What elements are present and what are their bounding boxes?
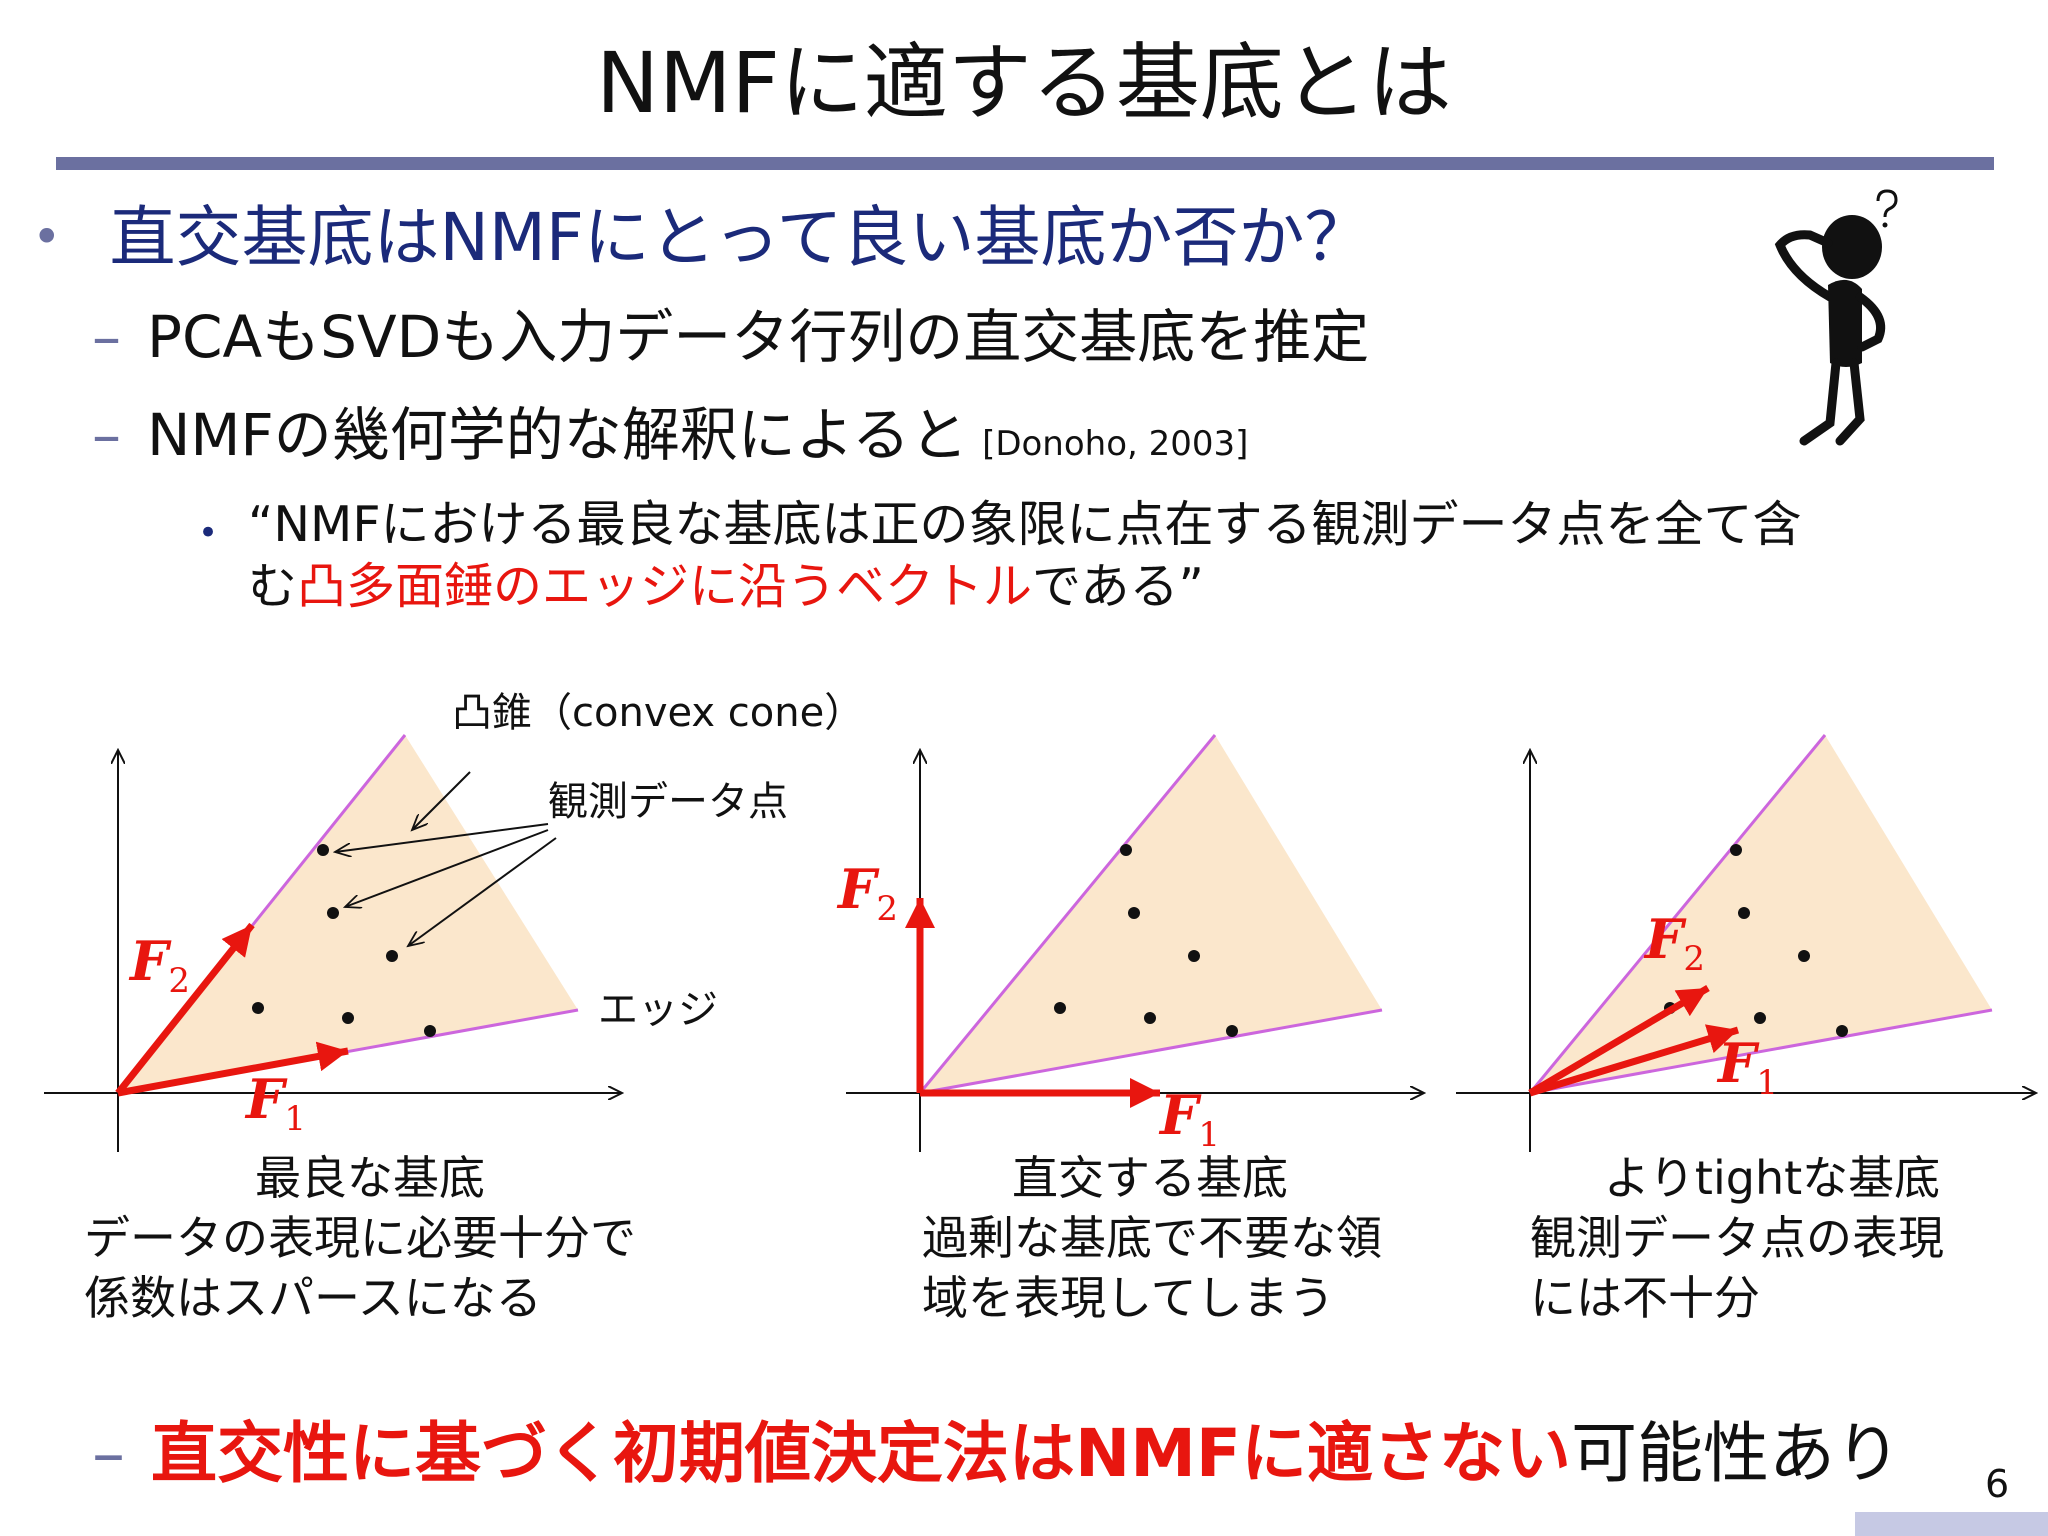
dash-marker: – [92, 1415, 125, 1492]
caption-orthogonal-title: 直交する基底 [1012, 1151, 1288, 1205]
data-point [1226, 1025, 1238, 1037]
annotation-arrow [408, 837, 557, 946]
caption-best-line2: 係数はスパースになる [84, 1271, 542, 1325]
data-point [1120, 844, 1132, 856]
quote-post: である” [1032, 558, 1204, 615]
quote-pre: む [248, 558, 298, 615]
conclusion-emphasis: 直交性に基づく初期値決定法はNMFに適さない [151, 1415, 1571, 1492]
bullet-geometric-text: NMFの幾何学的な解釈によると [147, 401, 969, 469]
data-point [1054, 1002, 1066, 1014]
data-points [252, 844, 436, 1037]
annotation-arrow [335, 823, 549, 852]
data-point [1128, 907, 1140, 919]
vector-label-f1: F1 [244, 1067, 306, 1139]
cone-edge [919, 1008, 1383, 1095]
basis-vector-f2 [115, 922, 255, 1096]
thinking-person-icon [1774, 189, 1898, 446]
panel-orthogonal-basis: F2 F1 [836, 734, 1424, 1155]
citation: [Donoho, 2003] [982, 424, 1249, 464]
cone-region [118, 735, 578, 1093]
data-point [342, 1012, 354, 1024]
data-point [327, 907, 339, 919]
bullet-question-text: 直交基底はNMFにとって良い基底か否か？ [109, 199, 1371, 276]
data-point [1144, 1012, 1156, 1024]
bullet-geometric: – NMFの幾何学的な解釈によると [Donoho, 2003] [92, 398, 1248, 481]
basis-vector-f2 [1528, 984, 1710, 1097]
data-point [317, 844, 329, 856]
vector-label-f2: F2 [1643, 907, 1705, 979]
bullet-pca-svd: – PCAもSVDも入力データ行列の直交基底を推定 [92, 300, 1369, 374]
cone-region [920, 735, 1382, 1093]
cone-edge [918, 734, 1217, 1094]
data-point [1836, 1025, 1848, 1037]
cone-region [1530, 735, 1992, 1093]
vector-label-f2: F2 [128, 929, 190, 1001]
basis-vector-f1 [1528, 1024, 1740, 1097]
data-point [252, 1002, 264, 1014]
quote-line-2: む凸多面錘のエッジに沿うベクトルである” [198, 556, 1998, 618]
vector-label-f1: F1 [1716, 1031, 1778, 1103]
bullet-question: • 直交基底はNMFにとって良い基底か否か？ [32, 195, 1371, 280]
bullet-marker: • [32, 208, 62, 266]
bullet-quote: • “NMFにおける最良な基底は正の象限に点在する観測データ点を全て含 む凸多面… [198, 494, 1998, 618]
caption-orthogonal-line2: 域を表現してしまう [922, 1271, 1335, 1325]
dash-marker: – [92, 303, 121, 371]
label-observed-points: 観測データ点 [548, 779, 788, 825]
cone-edge [1528, 734, 1827, 1094]
data-point [1730, 844, 1742, 856]
caption-tight-line2: には不十分 [1530, 1271, 1760, 1325]
data-point [1738, 907, 1750, 919]
dash-marker: – [92, 401, 121, 469]
quote-line-1: “NMFにおける最良な基底は正の象限に点在する観測データ点を全て含 [248, 496, 1802, 553]
conclusion-rest: 可能性あり [1571, 1415, 1901, 1492]
panel-tight-basis: F2 F1 [1456, 734, 2036, 1152]
title-rule [56, 157, 1994, 170]
footer-bar [1855, 1512, 2048, 1536]
data-point [1798, 950, 1810, 962]
data-point [1188, 950, 1200, 962]
vector-label-f1: F1 [1158, 1083, 1220, 1155]
data-point [424, 1025, 436, 1037]
caption-orthogonal-line1: 過剰な基底で不要な領 [922, 1211, 1382, 1265]
quote-emphasis: 凸多面錘のエッジに沿うベクトル [297, 558, 1033, 615]
basis-vector-f1 [117, 1041, 349, 1097]
data-points [1054, 844, 1238, 1037]
slide-title: NMFに適する基底とは [596, 34, 1452, 132]
caption-best-title: 最良な基底 [255, 1151, 485, 1205]
bullet-conclusion: – 直交性に基づく初期値決定法はNMFに適さない可能性あり [92, 1412, 1901, 1496]
caption-tight-title: よりtightな基底 [1603, 1151, 1941, 1205]
caption-tight-line1: 観測データ点の表現 [1530, 1211, 1944, 1265]
panel-best-basis: F2 F1 [44, 734, 622, 1152]
data-point [386, 950, 398, 962]
vector-label-f2: F2 [836, 857, 898, 929]
annotation-arrow [345, 829, 549, 907]
bullet-marker: • [198, 513, 219, 553]
page-number: 6 [1985, 1462, 2010, 1506]
bullet-pca-svd-text: PCAもSVDも入力データ行列の直交基底を推定 [147, 303, 1370, 371]
basis-diagrams: F2 F1 F2 F1 [44, 734, 2048, 1155]
annotation-arrow [412, 771, 471, 830]
cone-edge [1529, 1008, 1993, 1095]
label-edge: エッジ [598, 987, 718, 1033]
caption-best-line1: データの表現に必要十分で [84, 1211, 636, 1265]
label-convex-cone: 凸錐（convex cone） [452, 690, 865, 736]
data-point [1754, 1012, 1766, 1024]
